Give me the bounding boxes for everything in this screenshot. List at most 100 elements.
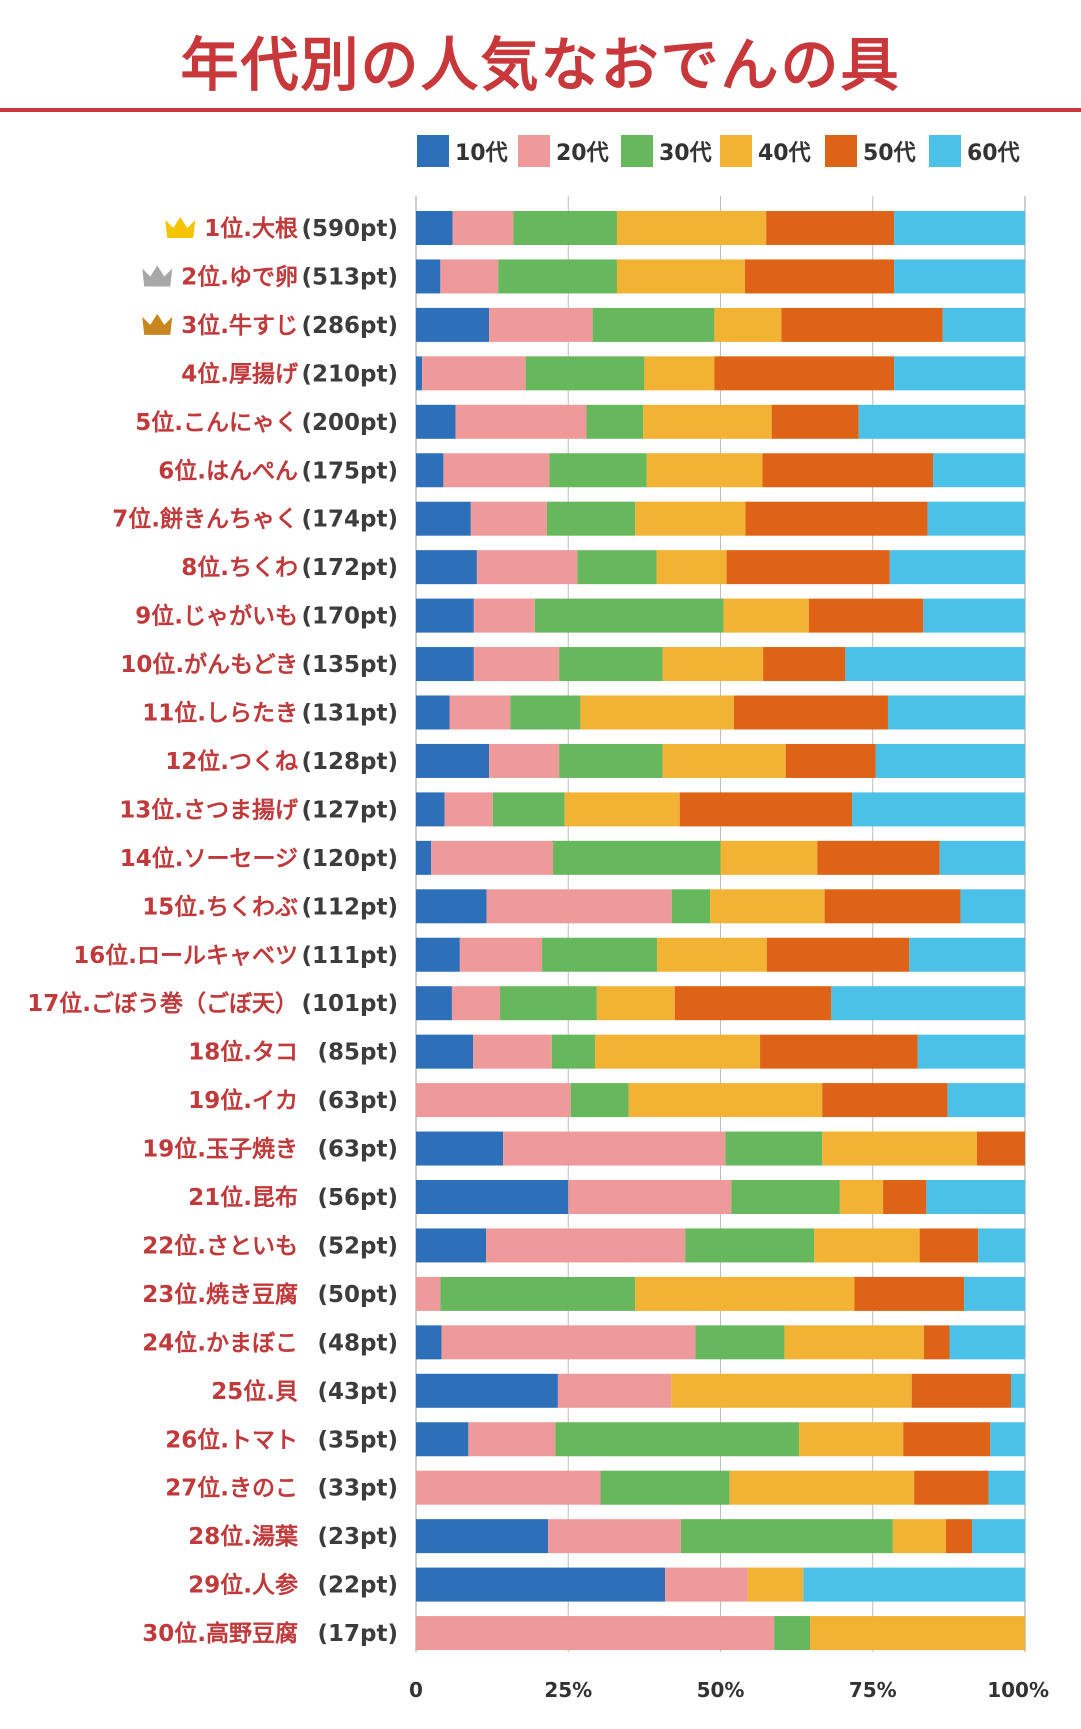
row-label-30: 30位.高野豆腐 <box>142 1620 298 1647</box>
bar-segment-r5-s4 <box>643 404 772 439</box>
bar-segment-r21-s6 <box>926 1180 1025 1214</box>
bar-segment-r5-s3 <box>586 404 644 439</box>
bar-segment-r4-s3 <box>525 356 645 391</box>
bar-segment-r29-s1 <box>416 1567 666 1602</box>
bar-segment-r11-s2 <box>449 695 511 730</box>
bar-segment-r18-s2 <box>473 1034 552 1069</box>
row-points-26: (35pt) <box>318 1427 399 1453</box>
bar-segment-r24-s1 <box>416 1325 442 1360</box>
row-points-21: (56pt) <box>318 1185 399 1211</box>
bar-segment-r3-s5 <box>781 307 943 342</box>
bar-segment-r4-s1 <box>416 356 423 391</box>
row-label-28: 28位.湯葉 <box>188 1523 299 1550</box>
bar-segment-r11-s4 <box>580 695 734 730</box>
bar-segment-r24-s3 <box>695 1325 785 1360</box>
bar-segment-r6-s4 <box>646 453 763 488</box>
bar-segment-r30-s2 <box>416 1616 775 1651</box>
bar-segment-r1-s4 <box>616 211 767 245</box>
row-label-22: 22位.さといも <box>142 1232 298 1259</box>
row-label-2: 2位.ゆで卵 <box>181 263 298 290</box>
chart-title: 年代別の人気なおでんの具 <box>180 31 901 99</box>
bar-segment-r6-s1 <box>416 453 444 488</box>
legend-swatch-1 <box>417 135 449 167</box>
bar-segment-r9-s6 <box>923 598 1025 633</box>
row-label-27: 27位.きのこ <box>165 1475 298 1502</box>
bar-segment-r21-s1 <box>416 1180 569 1214</box>
bar-segment-r24-s2 <box>441 1325 696 1360</box>
bar-segment-r22-s6 <box>978 1228 1025 1263</box>
bar-segment-r26-s1 <box>416 1422 469 1457</box>
row-points-7: (174pt) <box>302 507 399 533</box>
legend-label-2: 20代 <box>556 141 609 166</box>
bar-segment-r10-s5 <box>763 647 846 682</box>
row-label-23: 23位.焼き豆腐 <box>142 1281 298 1308</box>
bar-segment-r27-s5 <box>914 1470 989 1505</box>
bar-segment-r17-s5 <box>674 986 832 1021</box>
bar-segment-r16-s5 <box>766 937 910 972</box>
row-points-20: (63pt) <box>318 1137 399 1163</box>
bar-segment-r19-s6 <box>947 1083 1025 1118</box>
bar-segment-r11-s6 <box>887 695 1025 730</box>
row-label-10: 10位.がんもどき <box>120 651 298 678</box>
row-points-5: (200pt) <box>302 410 399 436</box>
bar-segment-r25-s1 <box>416 1373 558 1408</box>
bar-segment-r13-s6 <box>852 792 1025 827</box>
bar-segment-r9-s1 <box>416 598 474 633</box>
bar-segment-r25-s2 <box>557 1373 672 1408</box>
bar-segment-r29-s2 <box>665 1567 748 1602</box>
row-label-7: 7位.餅きんちゃく <box>112 506 298 533</box>
bar-segment-r2-s2 <box>440 259 499 294</box>
bar-segment-r28-s6 <box>972 1519 1025 1554</box>
bar-segment-r4-s6 <box>894 356 1025 391</box>
bar-segment-r11-s3 <box>510 695 581 730</box>
row-points-18: (85pt) <box>318 1040 399 1066</box>
bar-segment-r20-s5 <box>976 1131 1025 1166</box>
row-label-21: 21位.昆布 <box>188 1184 298 1211</box>
bar-segment-r20-s2 <box>503 1131 726 1166</box>
bar-segment-r12-s6 <box>875 743 1025 778</box>
row-points-15: (112pt) <box>302 894 399 920</box>
bar-segment-r1-s1 <box>416 211 453 245</box>
bar-segment-r20-s4 <box>822 1131 977 1166</box>
bar-segment-r10-s2 <box>473 647 560 682</box>
legend-label-6: 60代 <box>967 141 1020 166</box>
bar-segment-r17-s1 <box>416 986 452 1021</box>
bar-segment-r10-s6 <box>845 647 1025 682</box>
row-points-1: (590pt) <box>302 216 399 242</box>
bar-segment-r10-s3 <box>559 647 663 682</box>
bar-segment-r8-s1 <box>416 550 477 585</box>
legend-label-5: 50代 <box>863 141 916 166</box>
bar-segment-r6-s6 <box>933 453 1025 488</box>
bar-segment-r5-s5 <box>771 404 859 439</box>
bar-segment-r23-s2 <box>416 1276 441 1311</box>
legend-swatch-4 <box>720 135 752 167</box>
x-tick-4: 100% <box>987 1678 1049 1702</box>
bar-segment-r2-s1 <box>416 259 441 294</box>
bar-segment-r15-s5 <box>824 889 961 924</box>
x-tick-0: 0 <box>409 1678 423 1702</box>
bar-segment-r30-s4 <box>810 1616 1025 1651</box>
bar-segment-r7-s5 <box>745 501 928 536</box>
bar-segment-r9-s5 <box>808 598 924 633</box>
bar-segment-r2-s4 <box>616 259 745 294</box>
legend-swatch-5 <box>825 135 857 167</box>
bar-segment-r7-s6 <box>927 501 1025 536</box>
bar-segment-r15-s3 <box>671 889 711 924</box>
bar-segment-r13-s2 <box>444 792 493 827</box>
bar-segment-r12-s4 <box>662 743 786 778</box>
bar-segment-r1-s2 <box>452 211 514 245</box>
bar-segment-r9-s2 <box>473 598 535 633</box>
bar-segment-r21-s4 <box>839 1180 884 1214</box>
bar-segment-r27-s3 <box>600 1470 730 1505</box>
bar-segment-r4-s5 <box>714 356 895 391</box>
bar-segment-r19-s2 <box>416 1083 571 1118</box>
bar-segment-r28-s5 <box>945 1519 973 1554</box>
row-points-3: (286pt) <box>302 313 399 339</box>
bar-segment-r14-s5 <box>817 840 940 875</box>
row-label-14: 14位.ソーセージ <box>120 845 298 872</box>
row-points-14: (120pt) <box>302 846 399 872</box>
bar-segment-r14-s3 <box>553 840 721 875</box>
row-points-23: (50pt) <box>318 1282 399 1308</box>
bar-segment-r3-s4 <box>714 307 782 342</box>
